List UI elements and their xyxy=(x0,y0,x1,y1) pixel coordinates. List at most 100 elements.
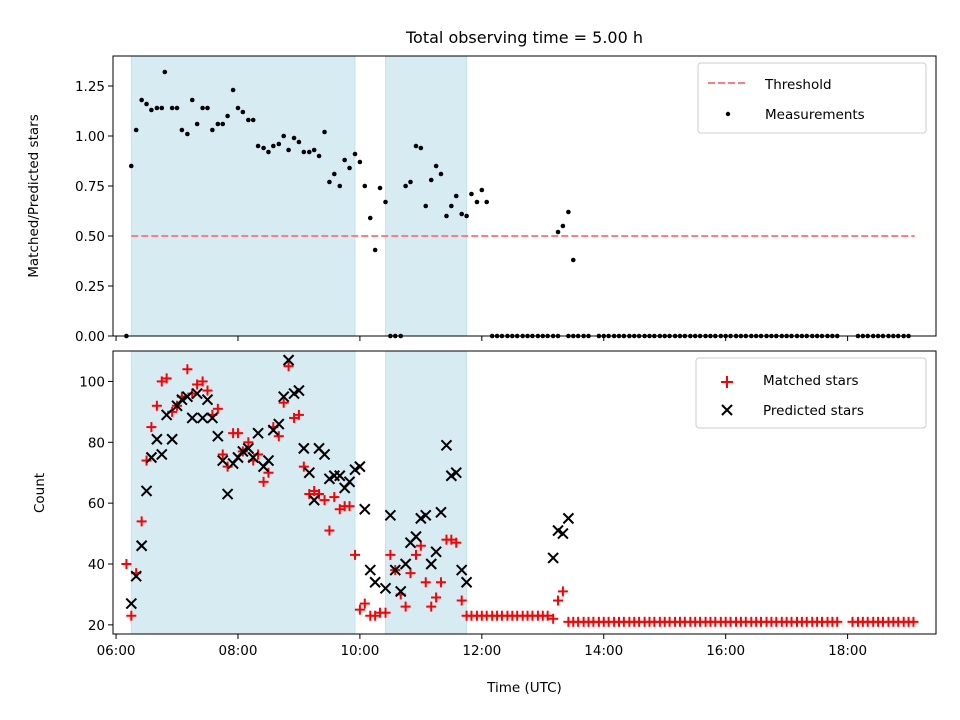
matched-star-point xyxy=(217,449,228,460)
predicted-star-stroke-b xyxy=(435,506,447,518)
predicted-star-point xyxy=(430,546,442,558)
bottom-y-tick-label: 60 xyxy=(88,496,105,512)
measurement-point xyxy=(367,215,373,221)
bottom-x-tick-label: 18:00 xyxy=(828,643,867,659)
predicted-star-stroke-b xyxy=(547,552,559,564)
matched-star-point xyxy=(400,601,411,612)
predicted-star-point xyxy=(298,442,310,455)
matched-star-point xyxy=(385,549,396,560)
top-shaded-intervals xyxy=(130,55,468,337)
matched-star-point xyxy=(293,409,304,420)
predicted-star-stroke-b xyxy=(206,412,219,424)
bottom-panel: 20 40 60 80 100 06:00 08:00 10:00 12:00 14:00 16:… xyxy=(32,350,937,696)
matched-star-point xyxy=(197,376,208,387)
measurement-point xyxy=(428,177,434,183)
top-y-tick-label: 0.25 xyxy=(75,279,105,295)
measurement-point xyxy=(357,159,363,165)
bottom-x-tick-label: 10:00 xyxy=(340,643,379,659)
predicted-star-point xyxy=(547,552,559,564)
predicted-star-point xyxy=(277,390,290,403)
predicted-star-stroke-b xyxy=(125,597,137,610)
predicted-star-point xyxy=(273,418,285,430)
measurement-point xyxy=(408,179,413,185)
measurements-legend-swatch xyxy=(725,111,731,117)
chart-title: Total observing time = 5.00 h xyxy=(405,28,643,47)
bottom-y-tick-label: 20 xyxy=(88,618,105,634)
measurement-point xyxy=(383,199,388,205)
matched-star-point xyxy=(380,607,391,618)
matched-star-point xyxy=(146,422,157,433)
predicted-star-point xyxy=(217,454,229,467)
measurement-point xyxy=(469,191,474,197)
predicted-legend-swatch xyxy=(721,404,733,416)
matched-star-point xyxy=(212,403,223,414)
predicted-star-stroke-b xyxy=(186,412,198,424)
measurement-point xyxy=(154,105,160,111)
predicted-star-stroke-b xyxy=(140,485,153,497)
predicted-star-stroke-b xyxy=(334,470,346,482)
predicted-star-stroke-b xyxy=(399,558,412,570)
predicted-star-point xyxy=(212,430,224,442)
measurement-point xyxy=(444,213,449,219)
predicted-star-point xyxy=(420,509,432,522)
predicted-star-stroke-b xyxy=(160,409,173,421)
bottom-x-tick-label: 12:00 xyxy=(462,643,501,659)
measurement-point xyxy=(570,257,576,263)
predicted-star-stroke-b xyxy=(237,445,249,458)
predicted-star-stroke-b xyxy=(196,412,209,424)
matched-star-point xyxy=(161,373,172,384)
bottom-x-tick-label: 14:00 xyxy=(584,643,623,659)
measurement-point xyxy=(331,171,337,177)
measurement-point xyxy=(210,127,215,133)
predicted-star-stroke-b xyxy=(262,454,275,467)
predicted-star-point xyxy=(359,503,371,515)
matched-star-point xyxy=(253,449,264,460)
predicted-star-stroke-b xyxy=(313,442,325,455)
measurement-point xyxy=(301,149,307,155)
predicted-star-stroke-b xyxy=(369,576,381,588)
measurement-point xyxy=(291,135,297,141)
predicted-star-point xyxy=(160,409,173,421)
predicted-star-stroke-b xyxy=(135,540,148,552)
predicted-star-stroke-b xyxy=(181,390,194,403)
measurement-point xyxy=(128,163,134,169)
predicted-star-stroke-b xyxy=(395,585,407,598)
measurement-point xyxy=(311,147,317,153)
shaded-interval-1 xyxy=(385,55,468,337)
matched-star-point xyxy=(273,431,284,442)
predicted-star-stroke-b xyxy=(425,558,437,570)
predicted-star-stroke-b xyxy=(217,454,229,467)
matched-star-point xyxy=(283,361,294,372)
measurement-point xyxy=(474,199,480,205)
bottom-legend-box xyxy=(695,357,927,429)
bottom-y-tick-label: 80 xyxy=(88,435,105,451)
matched-star-point xyxy=(405,568,416,579)
predicted-star-point xyxy=(247,451,259,464)
predicted-star-point xyxy=(562,512,575,525)
predicted-star-point xyxy=(364,564,376,576)
matched-star-point xyxy=(319,495,330,506)
measurement-point xyxy=(255,143,261,149)
predicted-star-stroke-b xyxy=(273,418,285,430)
measurement-point xyxy=(337,183,343,189)
predicted-star-stroke-b xyxy=(252,427,264,439)
measurement-point xyxy=(433,163,439,169)
matched-star-point xyxy=(258,476,269,487)
top-y-axis: 0.00 0.25 0.50 0.75 1.00 1.25 xyxy=(75,79,113,345)
predicted-star-point xyxy=(343,476,356,488)
predicted-star-stroke-b xyxy=(359,503,371,515)
predicted-star-point xyxy=(145,451,158,464)
measurement-point xyxy=(169,105,175,111)
predicted-star-stroke-b xyxy=(303,467,316,479)
predicted-star-stroke-b xyxy=(201,393,214,406)
predicted-star-point xyxy=(242,442,255,455)
predicted-star-point xyxy=(425,558,437,570)
measurements-legend-label: Measurements xyxy=(765,107,865,123)
predicted-star-stroke-b xyxy=(166,433,178,445)
predicted-star-stroke-b xyxy=(282,354,295,366)
matched-star-point xyxy=(324,525,335,536)
predicted-star-point xyxy=(125,597,137,610)
bottom-shaded-intervals xyxy=(130,350,468,635)
predicted-star-stroke-b xyxy=(247,451,259,464)
predicted-star-point xyxy=(186,412,198,424)
